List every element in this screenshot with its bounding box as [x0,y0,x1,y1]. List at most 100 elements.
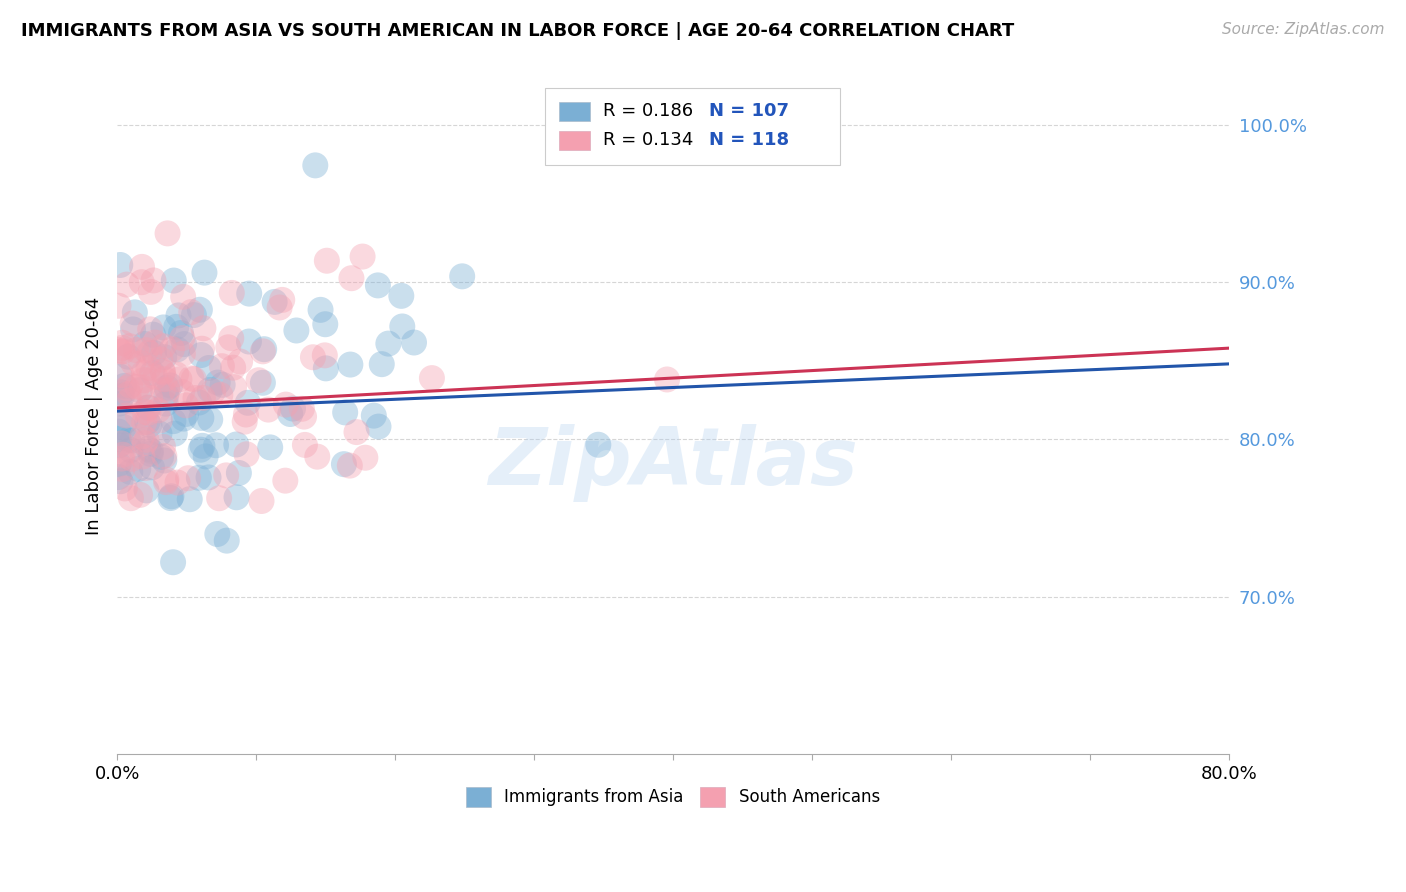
Text: Source: ZipAtlas.com: Source: ZipAtlas.com [1222,22,1385,37]
FancyBboxPatch shape [558,102,589,120]
Point [129,488,152,502]
Point [155,475,177,489]
Point [155,388,177,402]
Point [346,425,368,439]
Point [219,331,242,345]
Point [136,401,159,415]
Point [107,457,129,471]
Text: N = 118: N = 118 [709,131,789,149]
Point [136,442,159,456]
Point [118,339,141,353]
Point [120,378,142,392]
Point [252,344,274,359]
Point [391,319,413,334]
Point [135,343,157,358]
Point [121,434,143,448]
Point [135,433,157,447]
Point [155,473,177,487]
Point [115,381,138,395]
Point [271,293,294,307]
Point [108,438,131,452]
Point [257,402,280,417]
Point [190,442,212,457]
Point [314,348,336,362]
Point [120,491,142,506]
FancyBboxPatch shape [558,131,589,150]
Point [124,305,146,319]
Point [111,335,134,350]
Text: R = 0.186: R = 0.186 [603,103,693,120]
Point [112,379,135,393]
Point [655,372,678,386]
Point [208,491,231,506]
Point [149,352,172,367]
Point [377,336,399,351]
Point [141,460,163,475]
Point [229,354,252,368]
Point [309,302,332,317]
Point [122,356,145,370]
Point [222,360,245,375]
Point [180,305,202,319]
Point [129,356,152,370]
Point [153,350,176,364]
Point [142,273,165,287]
Point [110,344,132,359]
Point [274,474,297,488]
Point [173,411,195,425]
Point [132,373,155,387]
Point [307,450,329,464]
Point [183,308,205,322]
Point [107,470,129,484]
Point [211,377,233,392]
Point [197,470,219,484]
Point [118,387,141,401]
Point [339,458,361,473]
Point [165,319,187,334]
Point [354,450,377,465]
Point [315,361,337,376]
Point [274,398,297,412]
Point [302,350,325,364]
Point [172,347,194,361]
Point [156,381,179,395]
FancyBboxPatch shape [546,87,839,165]
Point [304,158,326,172]
Point [294,438,316,452]
Point [314,317,336,331]
Point [152,339,174,353]
Point [114,482,136,496]
Point [193,321,215,335]
Point [139,285,162,299]
Point [352,250,374,264]
Point [217,340,239,354]
Point [139,447,162,461]
Legend: Immigrants from Asia, South Americans: Immigrants from Asia, South Americans [460,780,887,814]
Point [188,302,211,317]
Point [166,343,188,357]
Point [111,344,134,359]
Point [131,380,153,394]
Point [225,490,247,504]
Point [333,457,356,471]
Point [114,414,136,428]
Point [162,414,184,428]
Point [111,462,134,476]
Point [139,391,162,405]
Point [190,348,212,362]
Point [111,448,134,462]
Point [131,450,153,464]
Point [108,369,131,384]
Point [107,299,129,313]
Point [128,383,150,397]
Point [153,453,176,467]
Point [160,342,183,356]
Point [225,437,247,451]
Point [315,253,337,268]
Point [174,407,197,421]
Point [194,450,217,464]
Point [148,426,170,441]
Point [156,227,179,241]
Point [153,449,176,463]
Point [111,388,134,402]
